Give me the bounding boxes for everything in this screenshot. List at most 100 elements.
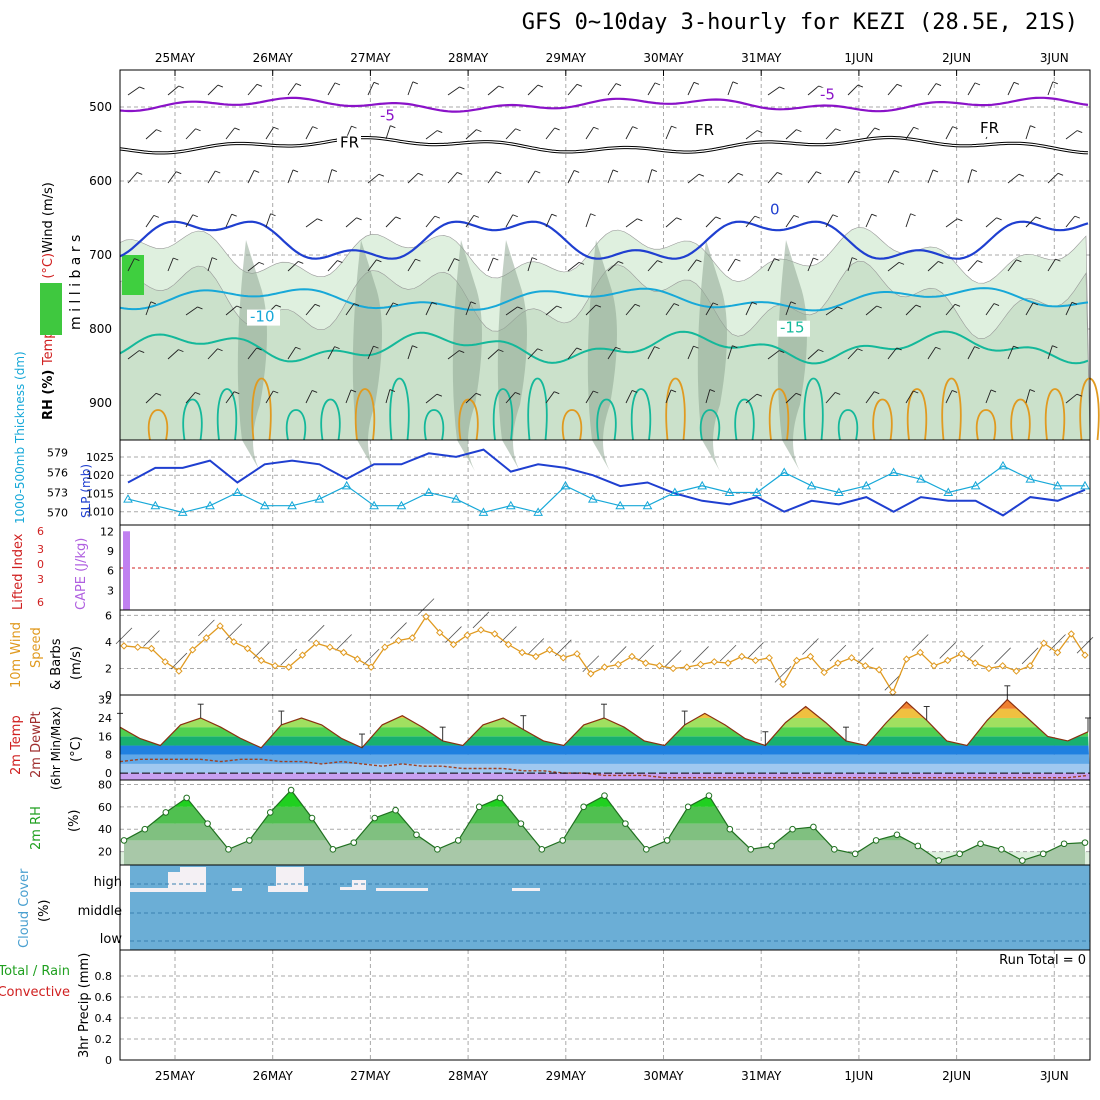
wind-barb-surface	[1049, 634, 1066, 651]
rh-tick-label: 40	[98, 823, 112, 836]
wind-barb	[785, 215, 795, 228]
wind-barb-flag	[779, 86, 785, 90]
wind-speed-marker	[326, 643, 334, 651]
wind-barb	[905, 304, 917, 316]
contour-label: FR	[340, 134, 359, 152]
slp-tick-label: 1020	[86, 469, 114, 482]
wind-barb	[425, 302, 433, 316]
rh-marker	[601, 792, 608, 799]
wind-barb-flag	[795, 392, 802, 396]
precip-tick-label: 0	[105, 1054, 112, 1067]
wind-barb	[625, 218, 638, 228]
wind-barb	[865, 305, 878, 316]
wind-barb-flag	[298, 261, 304, 264]
slp-tick-label: 1015	[86, 487, 114, 500]
wind-barb-flag	[256, 347, 262, 351]
wind-barb	[945, 218, 958, 228]
wind-speed-marker	[545, 646, 554, 654]
wind-speed-marker	[285, 663, 293, 671]
wind-speed-marker	[847, 654, 856, 662]
wind-barb	[887, 170, 895, 184]
thickness-marker	[369, 500, 379, 510]
wind-barb	[1047, 345, 1053, 360]
wind-barb	[905, 213, 911, 228]
wind-barb	[705, 216, 717, 228]
wind-speed-marker	[985, 664, 993, 673]
wind-barb	[887, 347, 897, 360]
wind-barb	[145, 301, 152, 316]
wind-barb	[327, 346, 335, 360]
pressure-axis-label: m i l l i b a r s	[68, 235, 84, 330]
pressure-tick-label: 800	[89, 322, 112, 336]
wind-barb-flag	[612, 169, 619, 173]
wind-barb-flag	[331, 169, 338, 172]
wind-barb	[727, 345, 733, 360]
wind-barb	[167, 171, 177, 184]
wind-barb	[265, 127, 275, 140]
wind-barb	[527, 257, 533, 272]
wind-speed-marker	[1053, 648, 1062, 657]
wind-barb-flag	[754, 215, 760, 219]
wind-barb-flag	[1018, 173, 1025, 177]
wind-barb	[847, 348, 858, 360]
wind-barb	[487, 349, 499, 360]
wind-speed-marker	[353, 655, 362, 663]
cape-tick-label: 12	[100, 525, 114, 538]
x-tick-label-top: 1JUN	[844, 51, 873, 65]
surface-contour-loop	[803, 377, 824, 441]
wind-barb-flag	[473, 214, 479, 218]
wind-barb-flag	[176, 171, 182, 175]
wind-barb-flag	[270, 213, 276, 217]
rh-marker	[266, 809, 274, 816]
wind-barb-flag	[990, 389, 997, 393]
cloud-fill	[130, 865, 1090, 950]
wind-barb	[545, 391, 555, 404]
wind-barb-flag	[712, 302, 719, 306]
wind-speed-marker	[381, 643, 389, 651]
wind-barb-flag	[273, 126, 279, 130]
wind-barb-flag	[932, 169, 939, 173]
wind-barb	[585, 213, 591, 228]
wind-barb	[625, 303, 636, 316]
wind-barb-flag	[851, 257, 858, 261]
wind-barb	[167, 85, 180, 96]
wind-barb-flag	[915, 304, 922, 308]
wind-barb-flag	[1071, 301, 1078, 305]
wind-barb	[207, 170, 216, 184]
wind-barb-flag	[779, 350, 785, 353]
rh-marker	[705, 792, 713, 799]
wind-barb	[247, 262, 260, 272]
rh-marker	[350, 839, 358, 846]
cloud-level-label: high	[94, 875, 122, 890]
wind-speed-marker	[216, 622, 224, 630]
wind-barb	[865, 391, 875, 404]
isotherm-freezing-core	[119, 136, 1089, 154]
temp-band	[120, 695, 1090, 700]
wind-barb	[545, 305, 558, 316]
wind-barb-flag	[134, 258, 140, 261]
wind-barb	[1065, 130, 1078, 140]
wind-barb	[767, 86, 780, 96]
surface-contour-loop	[906, 388, 928, 441]
wind-barb	[127, 258, 135, 272]
wind-barb-flag	[178, 349, 184, 353]
wind-barb-surface	[911, 634, 929, 651]
wind-barb	[265, 390, 274, 404]
wind-barb	[825, 306, 838, 316]
wind-barb-flag	[436, 393, 443, 397]
wind-barb-surface	[582, 655, 600, 673]
wind-barb	[385, 389, 391, 404]
wind-barb-surface	[390, 622, 407, 639]
wind-barb-flag	[415, 258, 421, 262]
wind-barb-flag	[993, 303, 1000, 306]
wind-barb	[687, 173, 700, 184]
wind-barb	[727, 172, 739, 184]
wind-barb	[425, 393, 438, 404]
cape-tick-label: 6	[107, 565, 114, 578]
wind-barb-flag	[256, 83, 263, 87]
temp-band	[120, 763, 1090, 774]
wind-barb-flag	[137, 172, 143, 175]
wind-barb-flag	[971, 169, 978, 172]
rh-marker	[287, 786, 295, 794]
wind-barb-flag	[1030, 125, 1036, 129]
